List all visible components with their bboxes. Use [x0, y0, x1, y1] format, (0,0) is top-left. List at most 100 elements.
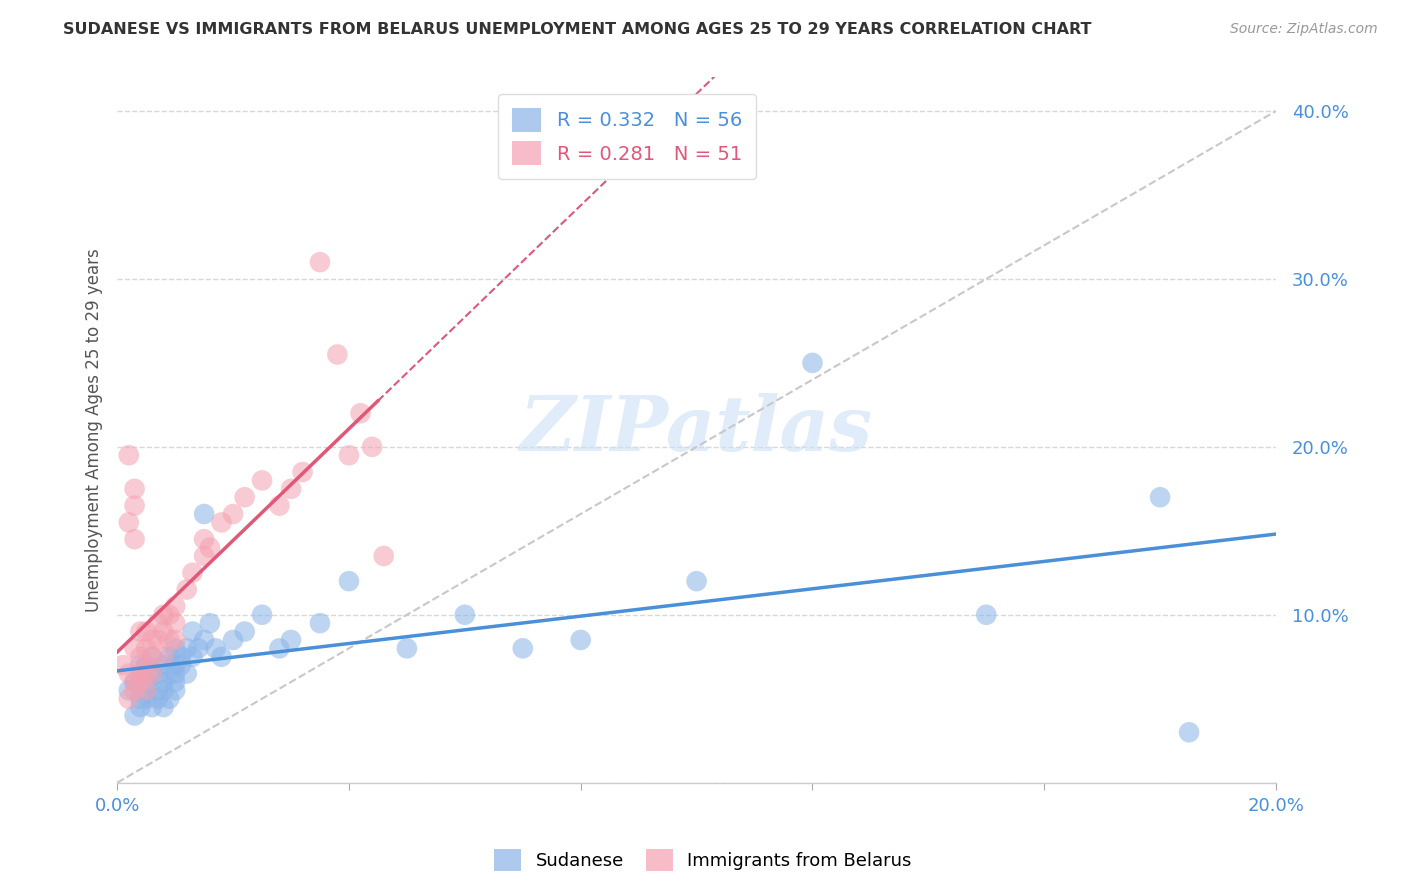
Point	[135, 674, 157, 689]
Point	[361, 440, 384, 454]
Point	[165, 658, 187, 673]
Legend: Sudanese, Immigrants from Belarus: Sudanese, Immigrants from Belarus	[486, 842, 920, 879]
Point	[165, 683, 187, 698]
Point	[181, 624, 204, 639]
Point	[141, 632, 163, 647]
Point	[118, 516, 141, 530]
Point	[118, 683, 141, 698]
Point	[170, 658, 193, 673]
Point	[165, 599, 187, 614]
Point	[198, 541, 221, 555]
Point	[135, 683, 157, 698]
Point	[801, 356, 824, 370]
Point	[569, 632, 592, 647]
Point	[1178, 725, 1201, 739]
Point	[157, 649, 180, 664]
Point	[165, 641, 187, 656]
Point	[141, 700, 163, 714]
Point	[135, 658, 157, 673]
Point	[124, 683, 146, 698]
Point	[181, 649, 204, 664]
Point	[157, 607, 180, 622]
Point	[124, 641, 146, 656]
Point	[146, 666, 169, 681]
Point	[129, 674, 152, 689]
Point	[193, 632, 215, 647]
Point	[222, 632, 245, 647]
Point	[135, 624, 157, 639]
Point	[250, 474, 273, 488]
Point	[170, 649, 193, 664]
Point	[250, 607, 273, 622]
Point	[157, 632, 180, 647]
Point	[124, 674, 146, 689]
Point	[118, 691, 141, 706]
Point	[141, 666, 163, 681]
Point	[1149, 490, 1171, 504]
Point	[512, 641, 534, 656]
Point	[124, 532, 146, 546]
Point	[187, 641, 209, 656]
Point	[204, 641, 226, 656]
Point	[269, 641, 291, 656]
Point	[176, 641, 198, 656]
Point	[454, 607, 477, 622]
Point	[291, 465, 314, 479]
Point	[124, 674, 146, 689]
Text: SUDANESE VS IMMIGRANTS FROM BELARUS UNEMPLOYMENT AMONG AGES 25 TO 29 YEARS CORRE: SUDANESE VS IMMIGRANTS FROM BELARUS UNEM…	[63, 22, 1092, 37]
Point	[193, 532, 215, 546]
Point	[165, 666, 187, 681]
Y-axis label: Unemployment Among Ages 25 to 29 years: Unemployment Among Ages 25 to 29 years	[86, 248, 103, 612]
Point	[135, 641, 157, 656]
Point	[337, 574, 360, 589]
Point	[146, 616, 169, 631]
Point	[233, 490, 256, 504]
Point	[124, 482, 146, 496]
Point	[233, 624, 256, 639]
Point	[211, 516, 233, 530]
Point	[152, 683, 174, 698]
Point	[373, 549, 395, 563]
Point	[124, 708, 146, 723]
Point	[309, 616, 332, 631]
Point	[280, 482, 302, 496]
Point	[141, 649, 163, 664]
Point	[141, 666, 163, 681]
Text: Source: ZipAtlas.com: Source: ZipAtlas.com	[1230, 22, 1378, 37]
Point	[326, 347, 349, 361]
Point	[152, 649, 174, 664]
Point	[337, 448, 360, 462]
Point	[146, 683, 169, 698]
Point	[222, 507, 245, 521]
Point	[118, 448, 141, 462]
Point	[152, 658, 174, 673]
Point	[146, 691, 169, 706]
Point	[211, 649, 233, 664]
Point	[129, 700, 152, 714]
Point	[118, 666, 141, 681]
Point	[309, 255, 332, 269]
Legend: R = 0.332   N = 56, R = 0.281   N = 51: R = 0.332 N = 56, R = 0.281 N = 51	[499, 95, 755, 178]
Point	[135, 691, 157, 706]
Point	[129, 624, 152, 639]
Point	[181, 566, 204, 580]
Point	[141, 649, 163, 664]
Text: ZIPatlas: ZIPatlas	[520, 393, 873, 467]
Point	[135, 666, 157, 681]
Point	[269, 499, 291, 513]
Point	[135, 683, 157, 698]
Point	[176, 666, 198, 681]
Point	[193, 549, 215, 563]
Point	[124, 499, 146, 513]
Point	[111, 658, 134, 673]
Point	[165, 632, 187, 647]
Point	[198, 616, 221, 631]
Point	[129, 691, 152, 706]
Point	[129, 658, 152, 673]
Point	[176, 582, 198, 597]
Point	[974, 607, 997, 622]
Point	[129, 666, 152, 681]
Point	[685, 574, 707, 589]
Point	[135, 658, 157, 673]
Point	[157, 691, 180, 706]
